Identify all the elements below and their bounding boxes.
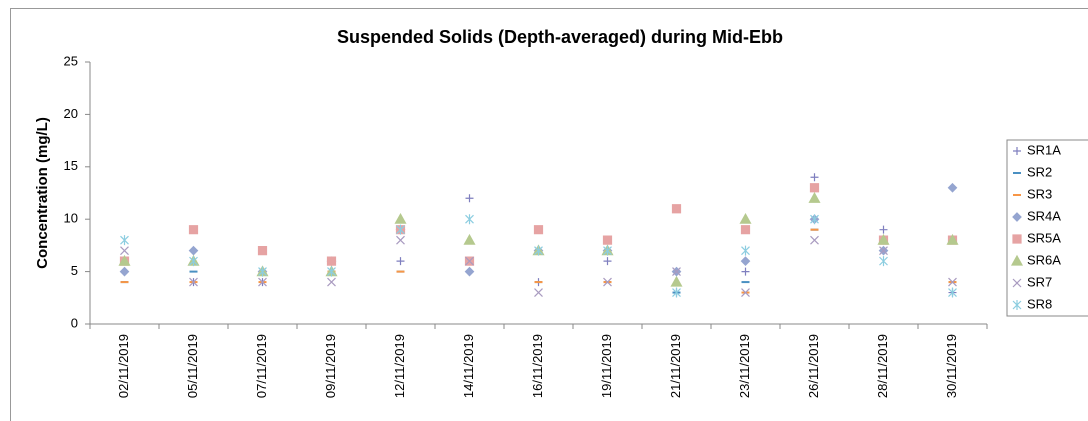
point	[326, 256, 337, 266]
x-tick-label: 02/11/2019	[116, 334, 131, 398]
point	[533, 225, 544, 235]
point	[741, 288, 750, 297]
legend-marker	[1010, 254, 1024, 266]
legend-label: SR4A	[1027, 208, 1061, 223]
point	[465, 194, 474, 203]
x-tick-label: 30/11/2019	[944, 334, 959, 398]
y-tick-label: 20	[64, 106, 78, 121]
chart-title: Suspended Solids (Depth-averaged) during…	[337, 27, 783, 47]
legend-label: SR2	[1027, 164, 1052, 179]
point	[396, 224, 405, 235]
point	[188, 225, 199, 235]
point	[534, 288, 543, 297]
x-tick-label: 21/11/2019	[668, 334, 683, 398]
x-tick-label: 05/11/2019	[185, 334, 200, 398]
point	[671, 204, 682, 214]
y-tick-label: 10	[64, 211, 78, 226]
y-tick-label: 0	[71, 315, 78, 330]
legend-label: SR6A	[1027, 252, 1061, 267]
point	[464, 266, 475, 277]
legend-marker	[1012, 234, 1022, 244]
x-tick-label: 26/11/2019	[806, 334, 821, 398]
x-tick-label: 12/11/2019	[392, 334, 407, 398]
point	[465, 256, 474, 266]
x-tick-label: 14/11/2019	[461, 334, 476, 398]
legend-label: SR1A	[1027, 142, 1061, 157]
y-tick-label: 25	[64, 53, 78, 68]
point	[672, 287, 681, 298]
point	[810, 173, 819, 182]
point	[327, 266, 336, 277]
point	[189, 256, 198, 267]
point	[808, 192, 821, 203]
x-tick-label: 28/11/2019	[875, 334, 890, 398]
legend-label: SR3	[1027, 186, 1052, 201]
point	[879, 246, 888, 256]
point	[877, 233, 890, 245]
point	[394, 212, 407, 224]
y-axis-label: Concentration (mg/L)	[34, 117, 51, 269]
x-tick-label: 07/11/2019	[254, 334, 269, 398]
point	[465, 214, 474, 225]
legend-marker	[1012, 212, 1022, 222]
legend-marker	[1012, 300, 1022, 310]
legend-marker	[1012, 278, 1022, 288]
point	[740, 256, 751, 266]
point	[534, 245, 543, 256]
point	[188, 245, 199, 256]
point	[947, 182, 958, 193]
point	[120, 235, 129, 246]
point	[603, 277, 612, 287]
chart-frame	[10, 8, 1088, 421]
point	[948, 287, 957, 298]
point	[879, 225, 888, 234]
legend-label: SR8	[1027, 296, 1052, 311]
y-tick-label: 5	[71, 263, 78, 278]
point	[810, 214, 819, 225]
point	[672, 267, 681, 277]
point	[948, 277, 957, 287]
legend-label: SR7	[1027, 274, 1052, 289]
x-tick-label: 23/11/2019	[737, 334, 752, 398]
point	[119, 266, 130, 277]
point	[118, 254, 131, 266]
point	[741, 267, 750, 276]
point	[189, 277, 198, 287]
point	[739, 212, 752, 224]
point	[603, 257, 612, 266]
point	[463, 233, 476, 245]
legend-label: SR5A	[1027, 230, 1061, 245]
x-tick-label: 09/11/2019	[323, 334, 338, 398]
point	[396, 235, 405, 245]
point	[602, 235, 613, 245]
point	[396, 257, 405, 266]
point	[810, 235, 819, 245]
point	[670, 275, 683, 287]
point	[603, 245, 612, 256]
point	[741, 245, 750, 256]
legend-marker	[1013, 147, 1021, 155]
legend-box	[1006, 139, 1088, 317]
point	[946, 233, 959, 245]
point	[327, 277, 336, 287]
point	[120, 246, 129, 256]
x-tick-label: 16/11/2019	[530, 334, 545, 398]
point	[809, 183, 820, 193]
point	[257, 246, 268, 256]
point	[879, 256, 888, 267]
x-tick-label: 19/11/2019	[599, 334, 614, 398]
point	[740, 225, 751, 235]
point	[258, 266, 267, 277]
y-tick-label: 15	[64, 158, 78, 173]
point	[258, 277, 267, 287]
